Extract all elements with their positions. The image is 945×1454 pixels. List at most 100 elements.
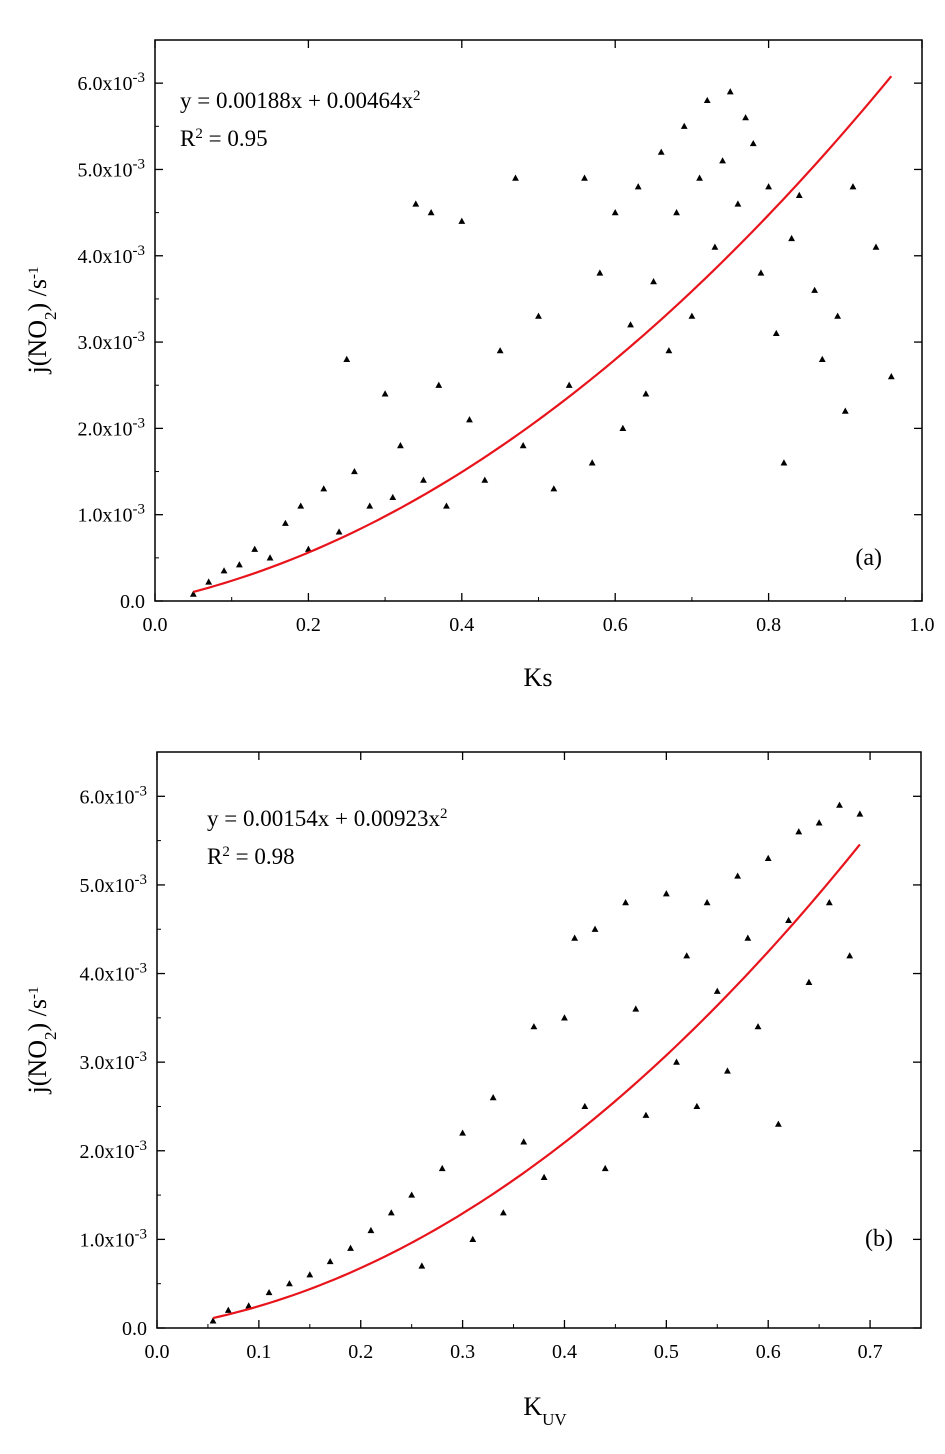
data-point	[887, 373, 895, 380]
data-point	[713, 987, 721, 994]
data-point	[266, 554, 274, 561]
data-point	[642, 390, 650, 397]
data-point	[726, 88, 734, 95]
data-point	[571, 934, 579, 941]
data-point	[520, 1138, 528, 1145]
y-tick-label-b: 0.0	[122, 1318, 147, 1340]
data-point	[754, 1023, 762, 1030]
data-point	[849, 183, 857, 190]
x-tick-label-a: 0.0	[143, 614, 168, 636]
y-tick-label-a: 3.0x10-3	[78, 329, 146, 354]
data-point	[427, 209, 435, 216]
data-point	[540, 1173, 548, 1180]
data-point	[764, 854, 772, 861]
data-point	[581, 1102, 589, 1110]
data-point	[519, 442, 527, 449]
r-squared-b: R2 = 0.98	[207, 844, 295, 869]
data-point	[805, 978, 813, 985]
data-point	[711, 243, 719, 250]
data-point	[825, 899, 833, 906]
data-point	[412, 200, 420, 207]
data-point	[627, 321, 634, 328]
x-tick-label-a: 0.6	[603, 614, 628, 636]
equation-b: y = 0.00154x + 0.00923x2	[207, 806, 447, 831]
data-point	[836, 801, 843, 808]
y-tick-label-b: 4.0x10-3	[80, 961, 148, 986]
data-point	[281, 519, 289, 526]
data-point	[657, 148, 665, 155]
data-point	[550, 485, 558, 492]
data-point	[305, 545, 312, 552]
data-point	[834, 312, 842, 319]
data-point	[347, 1244, 354, 1251]
data-point	[811, 286, 819, 293]
data-point	[596, 269, 604, 276]
scatter-points-a	[189, 88, 895, 597]
data-point	[335, 528, 343, 535]
data-point	[224, 1306, 232, 1313]
data-point	[367, 1226, 375, 1234]
data-point	[673, 1058, 680, 1065]
data-point	[561, 1014, 568, 1021]
fit-curve-b	[212, 843, 861, 1320]
data-point	[366, 502, 374, 509]
data-point	[588, 459, 596, 466]
data-point	[673, 209, 680, 216]
data-point	[749, 139, 757, 147]
data-point	[696, 174, 703, 181]
data-point	[481, 476, 489, 483]
data-point	[619, 424, 627, 431]
data-point	[435, 381, 443, 388]
x-tick-label-a: 0.2	[296, 614, 321, 636]
data-point	[209, 1317, 217, 1324]
data-point	[320, 485, 328, 492]
data-point	[815, 819, 823, 826]
data-point	[795, 191, 803, 198]
panel-b: 0.0 0.1 0.2 0.3 0.4 0.5 0.6 0.7 0.0 1.0x10-3 2.0x1…	[23, 751, 922, 1429]
y-tick-label-a: 4.0x10-3	[78, 243, 146, 268]
data-point	[818, 355, 826, 362]
data-point	[530, 1023, 538, 1030]
x-tick-label-a: 0.4	[449, 614, 474, 636]
data-point	[189, 590, 197, 597]
data-point	[734, 872, 742, 879]
x-tick-label-b: 0.3	[450, 1341, 475, 1363]
x-axis-label-b: KUV	[523, 1392, 567, 1429]
data-point	[306, 1271, 314, 1278]
data-point	[458, 217, 466, 224]
x-tick-label-b: 0.1	[246, 1341, 271, 1363]
x-tick-label-b: 0.0	[145, 1341, 170, 1363]
data-point	[512, 174, 519, 181]
ticks-b: 0.0 0.1 0.2 0.3 0.4 0.5 0.6 0.7 0.0 1.0x10-3 2.0x1…	[80, 752, 921, 1363]
y-tick-label-a: 2.0x10-3	[78, 415, 146, 440]
data-point	[387, 1209, 395, 1216]
y-tick-label-b: 3.0x10-3	[80, 1049, 148, 1074]
data-point	[785, 916, 792, 923]
data-point	[856, 810, 864, 817]
data-point	[703, 96, 711, 104]
data-point	[622, 899, 629, 906]
data-point	[688, 312, 696, 319]
data-point	[757, 269, 765, 276]
x-tick-label-b: 0.2	[348, 1341, 373, 1363]
y-tick-label-a: 6.0x10-3	[78, 70, 146, 95]
data-point	[496, 347, 504, 354]
data-point	[703, 899, 711, 906]
r-squared-a: R2 = 0.95	[180, 126, 268, 151]
data-point	[744, 934, 752, 941]
data-point	[774, 1120, 782, 1127]
x-tick-label-a: 1.0	[910, 614, 935, 636]
y-axis-label-b: j(NO2) /s-1	[23, 987, 60, 1095]
panel-label-b: (b)	[865, 1226, 893, 1252]
data-point	[565, 381, 573, 388]
data-point	[245, 1302, 253, 1309]
scatter-points-b	[209, 801, 864, 1324]
data-point	[297, 502, 305, 509]
data-point	[634, 183, 642, 190]
data-point	[251, 545, 259, 552]
data-point	[650, 278, 657, 285]
data-point	[205, 578, 213, 585]
data-point	[381, 390, 389, 397]
data-point	[841, 407, 849, 414]
data-point	[466, 416, 473, 423]
